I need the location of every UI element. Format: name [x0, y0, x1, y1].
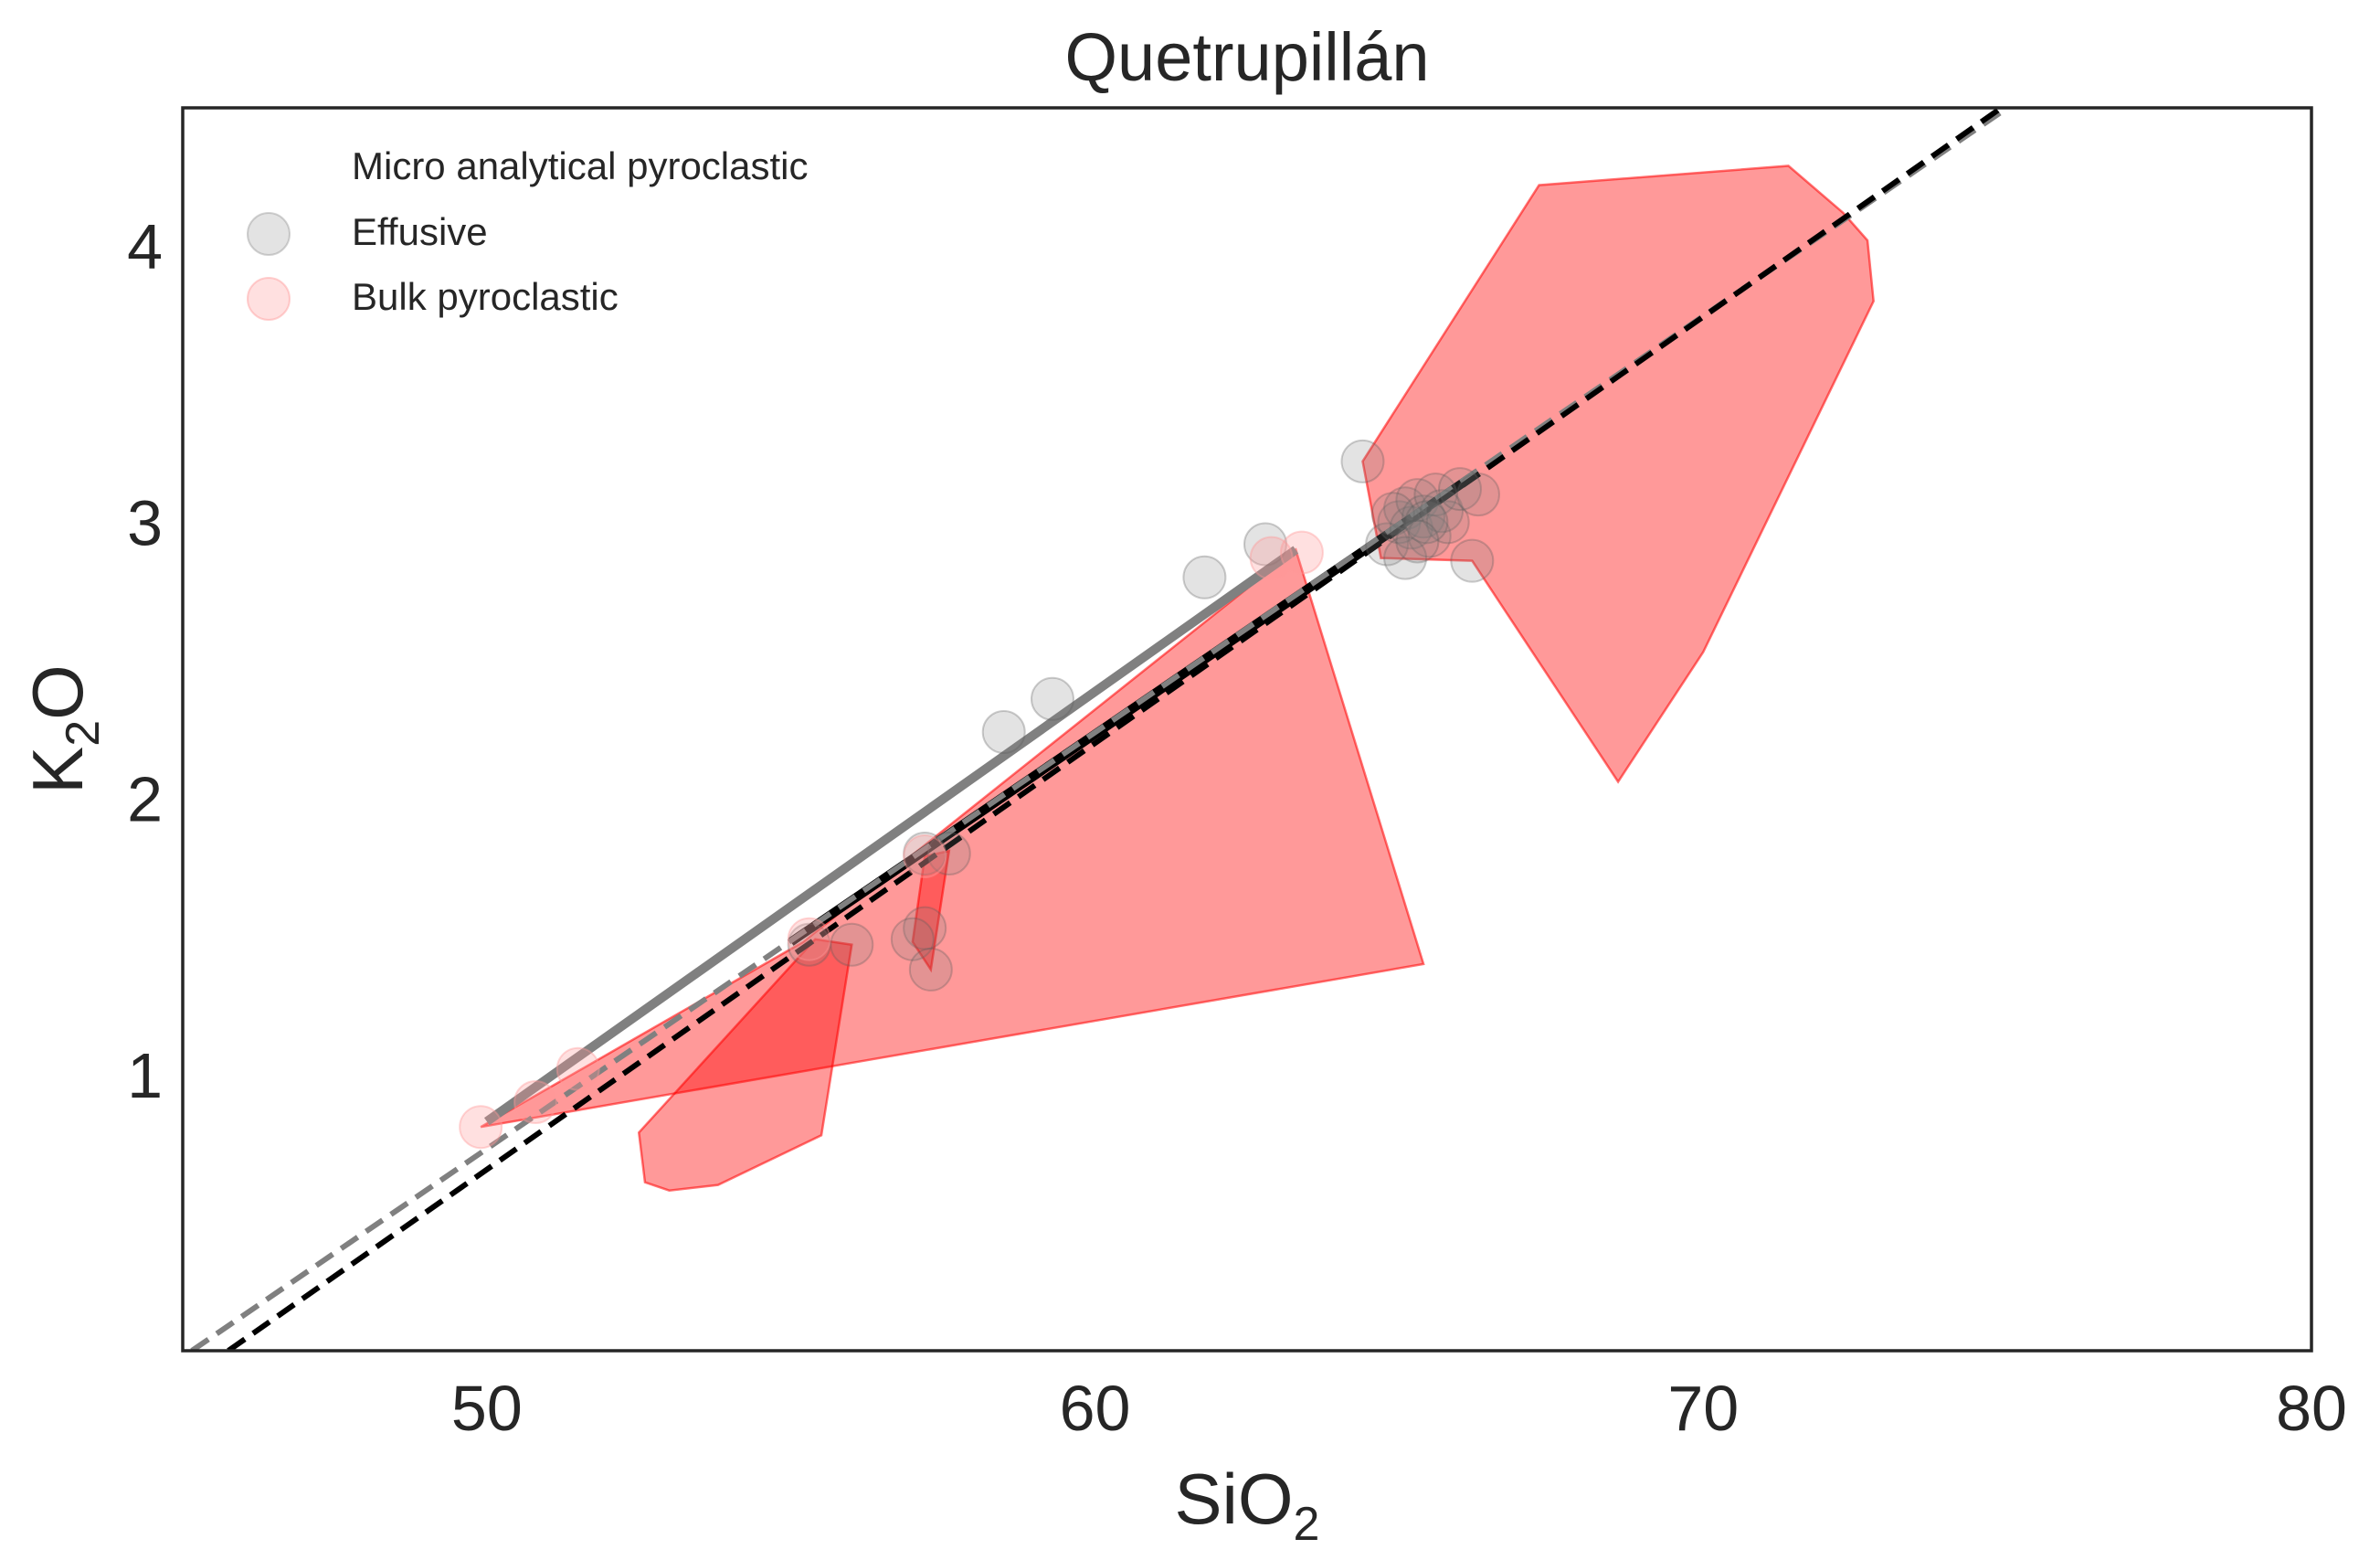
point-effusive-2	[1365, 522, 1410, 567]
point-bulk-pyroclastic-1	[459, 1105, 503, 1150]
point-effusive-28	[830, 922, 874, 967]
legend-label-effusive: Effusive	[352, 210, 488, 253]
y-axis-label-main: K	[17, 747, 98, 794]
point-effusive-29	[787, 922, 831, 967]
point-effusive-11	[1425, 500, 1470, 545]
legend-label-micro-analytical-pyroclastic: Micro analytical pyroclastic	[352, 144, 809, 187]
point-effusive-14	[1450, 538, 1495, 583]
hull-polygon-3	[911, 849, 951, 973]
point-effusive-12	[1438, 467, 1482, 512]
point-bulk-pyroclastic-7	[903, 834, 947, 879]
legend-marker-bulk-pyroclastic	[247, 277, 291, 321]
x-tick-label-50: 50	[451, 1373, 523, 1444]
hull-polygon-4	[1361, 164, 1875, 784]
point-effusive-5	[1389, 505, 1433, 550]
hull-polygon-2	[637, 938, 853, 1192]
point-effusive-19	[1243, 522, 1287, 567]
point-effusive-27	[908, 947, 953, 992]
point-effusive-21	[1030, 676, 1074, 721]
y-tick-label-4: 4	[127, 211, 163, 282]
hull-polygons	[480, 164, 1875, 1192]
point-bulk-pyroclastic-2	[513, 1080, 558, 1124]
y-axis-label-tail: O	[17, 664, 98, 720]
fit-line-solid-1	[483, 546, 1299, 1126]
point-bulk-pyroclastic-3	[555, 1046, 600, 1091]
point-effusive-26	[890, 917, 935, 961]
point-effusive-9	[1413, 472, 1458, 517]
point-effusive-4	[1383, 486, 1428, 531]
y-tick-label-2: 2	[127, 764, 163, 835]
point-effusive-13	[1455, 472, 1500, 517]
point-effusive-15	[1383, 536, 1428, 580]
y-tick-label-3: 3	[127, 487, 163, 558]
x-axis-ticks: 50 60 70 80	[451, 1373, 2347, 1444]
chart-title: Quetrupillán	[1064, 19, 1429, 95]
data-points	[459, 439, 1500, 1150]
plot-area	[190, 108, 2009, 1351]
x-axis-label-sub: 2	[1294, 1498, 1320, 1551]
point-bulk-pyroclastic-4	[787, 917, 831, 961]
point-effusive-7	[1402, 494, 1446, 539]
y-tick-label-1: 1	[127, 1040, 163, 1111]
legend: Micro analytical pyroclastic Effusive Bu…	[247, 144, 809, 321]
point-effusive-16	[1370, 492, 1415, 536]
point-effusive-17	[1404, 500, 1449, 545]
point-effusive-8	[1407, 514, 1452, 558]
fit-line-dashed-3	[190, 108, 2009, 1351]
point-effusive-20	[1182, 555, 1227, 600]
x-tick-label-60: 60	[1060, 1373, 1131, 1444]
point-effusive-24	[926, 832, 971, 876]
legend-marker-effusive	[247, 212, 291, 256]
point-bulk-pyroclastic-5	[1279, 530, 1324, 575]
point-effusive-1	[1340, 439, 1385, 483]
y-axis-ticks: 1 2 3 4	[127, 211, 163, 1111]
point-effusive-25	[903, 906, 947, 950]
point-effusive-6	[1395, 478, 1440, 523]
x-tick-label-70: 70	[1667, 1373, 1739, 1444]
fit-lines	[190, 108, 2009, 1351]
y-axis-label: K2O	[17, 664, 110, 794]
point-effusive-22	[981, 710, 1026, 755]
x-tick-label-80: 80	[2276, 1373, 2347, 1444]
point-effusive-18	[1395, 519, 1440, 564]
point-effusive-3	[1377, 500, 1422, 545]
point-effusive-23	[903, 832, 947, 876]
legend-label-bulk-pyroclastic: Bulk pyroclastic	[352, 275, 619, 318]
y-axis-label-sub: 2	[57, 720, 110, 747]
plot-frame	[181, 106, 2313, 1353]
point-effusive-10	[1420, 489, 1465, 534]
x-axis-label-main: SiO	[1175, 1459, 1294, 1539]
x-axis-label: SiO2	[1175, 1459, 1320, 1551]
point-bulk-pyroclastic-6	[1249, 536, 1294, 580]
